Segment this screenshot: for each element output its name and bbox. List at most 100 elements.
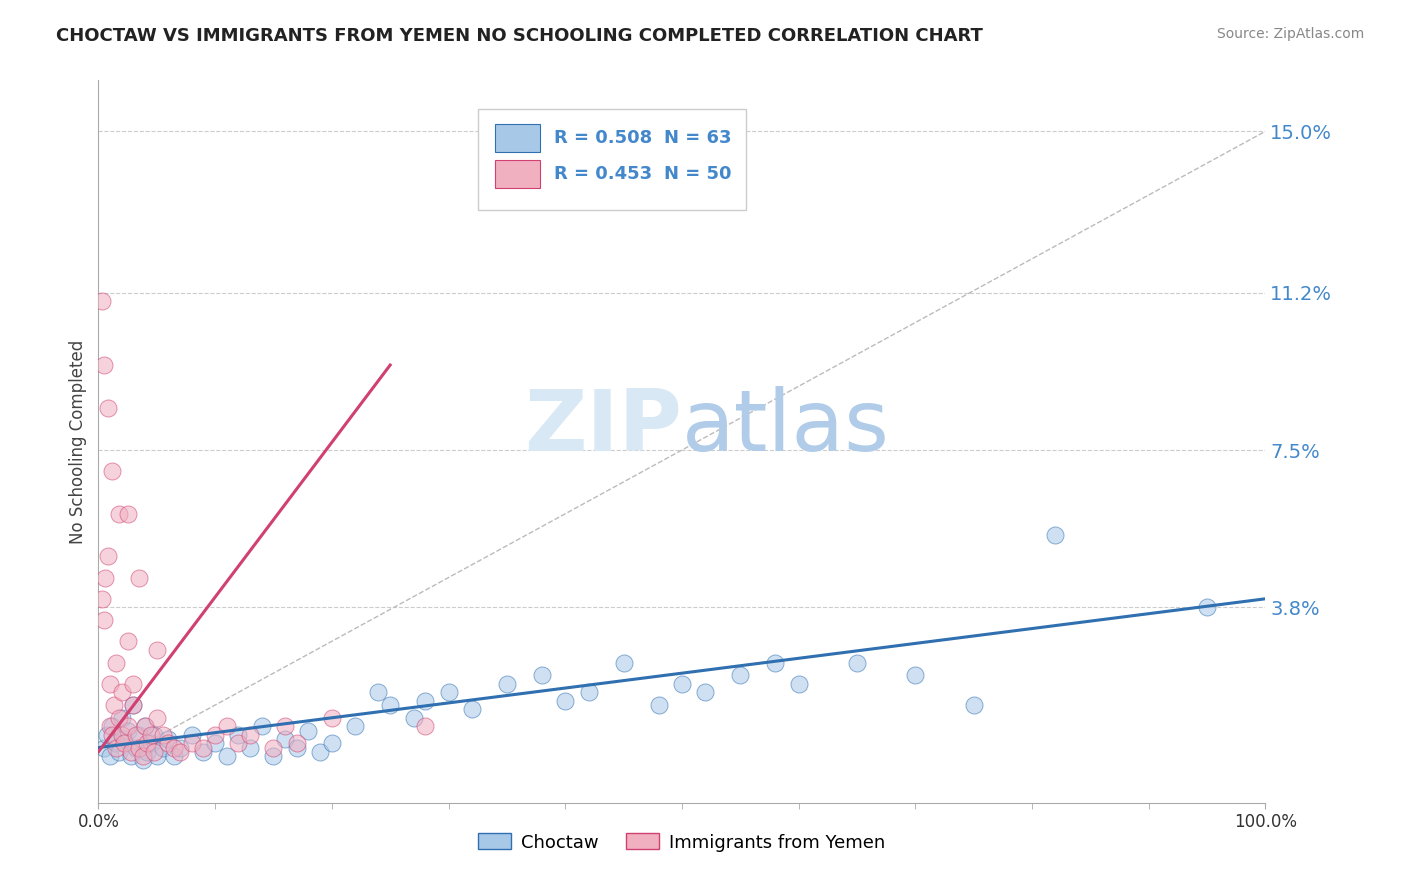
Point xyxy=(117,723,139,738)
Point xyxy=(695,685,717,699)
Point xyxy=(297,723,319,738)
Point xyxy=(437,685,460,699)
Point xyxy=(1195,600,1218,615)
Point xyxy=(413,719,436,733)
Point xyxy=(204,728,226,742)
Point xyxy=(904,668,927,682)
Point xyxy=(763,656,786,670)
Point xyxy=(163,749,186,764)
Point xyxy=(228,728,250,742)
Point xyxy=(125,728,148,742)
Point xyxy=(93,613,115,627)
Point xyxy=(239,740,262,755)
Point xyxy=(152,740,174,755)
Point xyxy=(90,294,112,309)
Point xyxy=(122,677,145,691)
Point xyxy=(111,685,134,699)
Point xyxy=(139,736,162,750)
Point xyxy=(367,685,389,699)
Point xyxy=(461,702,484,716)
Point xyxy=(108,711,131,725)
Point xyxy=(122,698,145,712)
Point xyxy=(120,745,142,759)
Point xyxy=(321,711,343,725)
Point xyxy=(321,736,343,750)
Point xyxy=(554,694,576,708)
Point xyxy=(239,728,262,742)
Point xyxy=(146,749,169,764)
Point xyxy=(139,728,162,742)
Point xyxy=(108,745,131,759)
Point xyxy=(250,719,273,733)
Point xyxy=(128,728,150,742)
Point xyxy=(97,401,120,415)
Point xyxy=(128,570,150,584)
Point xyxy=(117,634,139,648)
Point xyxy=(215,749,238,764)
Point xyxy=(285,740,308,755)
Point xyxy=(96,728,118,742)
Point xyxy=(104,736,127,750)
Point xyxy=(93,740,115,755)
Point xyxy=(98,677,121,691)
Point xyxy=(146,711,169,725)
FancyBboxPatch shape xyxy=(478,109,747,211)
Point xyxy=(578,685,600,699)
Point xyxy=(104,740,127,755)
Point xyxy=(132,749,155,764)
Point xyxy=(846,656,869,670)
Point xyxy=(111,711,134,725)
Point xyxy=(530,668,553,682)
Point xyxy=(204,736,226,750)
Point xyxy=(120,749,142,764)
Text: atlas: atlas xyxy=(682,385,890,468)
Point xyxy=(122,698,145,712)
Point xyxy=(97,549,120,564)
Point xyxy=(104,656,127,670)
Legend: Choctaw, Immigrants from Yemen: Choctaw, Immigrants from Yemen xyxy=(471,826,893,859)
Point xyxy=(117,719,139,733)
Point xyxy=(193,745,215,759)
Point xyxy=(103,698,125,712)
Point xyxy=(262,749,284,764)
Point xyxy=(180,728,202,742)
Point xyxy=(146,642,169,657)
Point xyxy=(132,753,155,767)
Point xyxy=(613,656,636,670)
Point xyxy=(128,740,150,755)
Point xyxy=(101,728,124,742)
FancyBboxPatch shape xyxy=(495,124,540,152)
Point xyxy=(112,736,135,750)
Point xyxy=(193,740,215,755)
Point xyxy=(117,507,139,521)
Point xyxy=(730,668,752,682)
Point xyxy=(157,732,180,747)
Point xyxy=(90,591,112,606)
Point xyxy=(152,728,174,742)
Text: Source: ZipAtlas.com: Source: ZipAtlas.com xyxy=(1216,27,1364,41)
Point xyxy=(111,728,134,742)
Point xyxy=(309,745,332,759)
Point xyxy=(143,745,166,759)
Point xyxy=(94,570,117,584)
Point xyxy=(136,736,159,750)
Point xyxy=(647,698,669,712)
Point xyxy=(1045,528,1067,542)
Text: R = 0.508: R = 0.508 xyxy=(554,129,652,147)
Y-axis label: No Schooling Completed: No Schooling Completed xyxy=(69,340,87,543)
Point xyxy=(101,464,124,478)
Point xyxy=(228,736,250,750)
Point xyxy=(169,745,191,759)
Point xyxy=(143,728,166,742)
Point xyxy=(125,740,148,755)
Point xyxy=(180,736,202,750)
Point xyxy=(101,719,124,733)
Point xyxy=(671,677,693,691)
Point xyxy=(215,719,238,733)
Point xyxy=(108,507,131,521)
Point xyxy=(157,736,180,750)
Text: CHOCTAW VS IMMIGRANTS FROM YEMEN NO SCHOOLING COMPLETED CORRELATION CHART: CHOCTAW VS IMMIGRANTS FROM YEMEN NO SCHO… xyxy=(56,27,983,45)
Point xyxy=(134,719,156,733)
Text: N = 50: N = 50 xyxy=(665,165,733,183)
Point xyxy=(380,698,402,712)
